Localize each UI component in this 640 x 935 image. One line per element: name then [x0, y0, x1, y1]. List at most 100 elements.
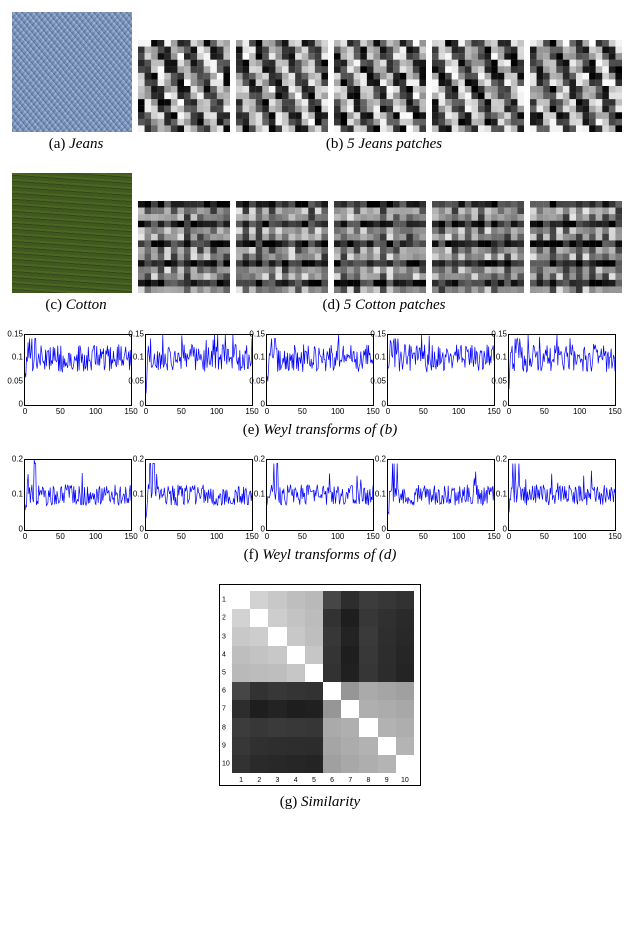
similarity-cell: [396, 627, 414, 645]
similarity-cell: [287, 609, 305, 627]
similarity-cell: [232, 718, 250, 736]
similarity-cell: [250, 755, 268, 773]
similarity-cell: [287, 700, 305, 718]
ytick: 0.1: [133, 353, 146, 362]
similarity-cell: [232, 755, 250, 773]
similarity-cell: [250, 700, 268, 718]
weyl-plots-d-row: 00.10.205010015000.10.205010015000.10.20…: [12, 459, 628, 531]
weyl-plot: 00.050.10.15050100150: [266, 334, 374, 406]
xtick: 100: [573, 405, 586, 416]
similarity-cell: [341, 737, 359, 755]
similarity-cell: [232, 646, 250, 664]
xtick: 100: [89, 405, 102, 416]
similarity-cell: [305, 646, 323, 664]
similarity-cell: [396, 664, 414, 682]
similarity-cell: [341, 700, 359, 718]
cotton-patch: [432, 201, 524, 293]
xtick: 50: [56, 530, 65, 541]
similarity-cell: [232, 700, 250, 718]
sim-ytick: 9: [222, 742, 226, 749]
similarity-cell: [323, 755, 341, 773]
jeans-patch: [236, 40, 328, 132]
similarity-cell: [378, 700, 396, 718]
similarity-cell: [396, 591, 414, 609]
similarity-cell: [323, 700, 341, 718]
similarity-cell: [268, 664, 286, 682]
caption-a-paren: (a): [49, 136, 66, 152]
sim-xtick: 6: [330, 777, 334, 784]
xtick: 150: [245, 530, 258, 541]
similarity-cell: [250, 664, 268, 682]
sim-ytick: 5: [222, 669, 226, 676]
weyl-plots-b-row: 00.050.10.1505010015000.050.10.150501001…: [12, 334, 628, 406]
xtick: 0: [23, 530, 27, 541]
similarity-cell: [287, 591, 305, 609]
similarity-cell: [305, 627, 323, 645]
similarity-cell: [287, 755, 305, 773]
ytick: 0.15: [370, 330, 388, 339]
similarity-cell: [305, 755, 323, 773]
xtick: 150: [608, 405, 621, 416]
weyl-plot: 00.050.10.15050100150: [387, 334, 495, 406]
similarity-cell: [268, 755, 286, 773]
similarity-cell: [359, 718, 377, 736]
cotton-patch: [236, 201, 328, 293]
similarity-cell: [359, 737, 377, 755]
similarity-cell: [341, 682, 359, 700]
similarity-cell: [268, 700, 286, 718]
similarity-cell: [232, 627, 250, 645]
similarity-cell: [341, 718, 359, 736]
jeans-patch: [138, 40, 230, 132]
sim-xtick: 5: [312, 777, 316, 784]
xtick: 150: [608, 530, 621, 541]
caption-c-text: Cotton: [66, 297, 107, 313]
similarity-cell: [341, 646, 359, 664]
similarity-cell: [359, 591, 377, 609]
similarity-cell: [232, 682, 250, 700]
xtick: 0: [265, 405, 269, 416]
similarity-cell: [359, 700, 377, 718]
similarity-cell: [378, 627, 396, 645]
similarity-cell: [250, 627, 268, 645]
similarity-cell: [341, 609, 359, 627]
xtick: 150: [487, 405, 500, 416]
similarity-cell: [287, 737, 305, 755]
similarity-cell: [359, 755, 377, 773]
caption-b-text: 5 Jeans patches: [347, 136, 442, 152]
similarity-cell: [341, 664, 359, 682]
sim-ytick: 1: [222, 597, 226, 604]
sim-xtick: 10: [401, 777, 409, 784]
xtick: 50: [540, 530, 549, 541]
similarity-cell: [396, 755, 414, 773]
ytick: 0.1: [375, 353, 388, 362]
ytick: 0.1: [254, 490, 267, 499]
similarity-cell: [323, 718, 341, 736]
xtick: 0: [507, 530, 511, 541]
weyl-plot: 00.050.10.15050100150: [24, 334, 132, 406]
xtick: 150: [124, 530, 137, 541]
caption-e-paren: (e): [243, 422, 260, 438]
cotton-patches-container: [132, 173, 622, 293]
jeans-patch: [334, 40, 426, 132]
xtick: 100: [452, 405, 465, 416]
similarity-cell: [268, 718, 286, 736]
xtick: 100: [573, 530, 586, 541]
similarity-cell: [323, 646, 341, 664]
similarity-cell: [378, 682, 396, 700]
similarity-cell: [341, 755, 359, 773]
similarity-cell: [305, 718, 323, 736]
cotton-patch: [334, 201, 426, 293]
xtick: 50: [298, 530, 307, 541]
similarity-cell: [268, 682, 286, 700]
similarity-cell: [250, 718, 268, 736]
ytick: 0.2: [133, 455, 146, 464]
similarity-cell: [323, 682, 341, 700]
similarity-cell: [378, 718, 396, 736]
similarity-cell: [378, 609, 396, 627]
caption-e: (e) Weyl transforms of (b): [12, 422, 628, 439]
ytick: 0.05: [249, 376, 267, 385]
sim-ytick: 10: [222, 760, 230, 767]
similarity-cell: [268, 737, 286, 755]
similarity-cell: [305, 737, 323, 755]
ytick: 0.1: [375, 490, 388, 499]
